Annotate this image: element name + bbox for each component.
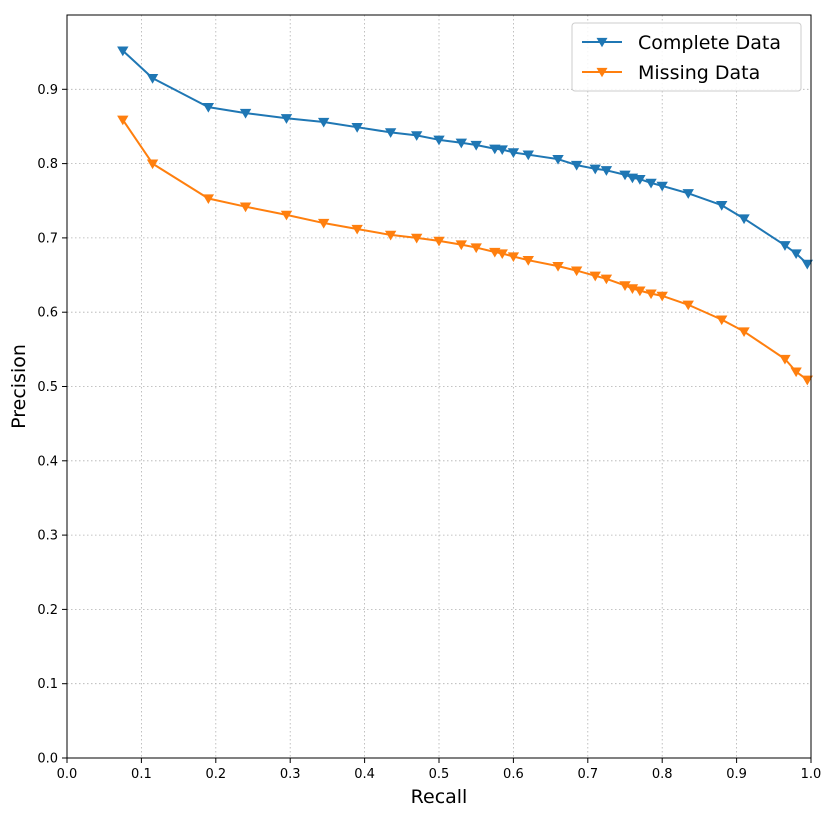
data-point [738, 214, 750, 225]
data-point [455, 240, 468, 251]
data-point [317, 218, 330, 229]
data-point [779, 241, 791, 251]
data-point [384, 230, 397, 241]
x-tick-label: 0.7 [577, 767, 598, 782]
series-0 [117, 46, 813, 270]
data-point [317, 117, 330, 128]
y-tick-label: 0.5 [37, 380, 58, 395]
series-1 [117, 115, 813, 386]
data-point [552, 154, 564, 165]
data-point [801, 259, 813, 270]
legend-label: Missing Data [638, 62, 760, 84]
legend-item: Missing Data [582, 62, 760, 84]
legend-label: Complete Data [638, 32, 781, 54]
data-point [384, 128, 397, 138]
data-point [496, 249, 508, 260]
data-point [280, 114, 293, 124]
data-point [790, 249, 802, 260]
grid-layer [66, 15, 812, 759]
x-tick-label: 0.3 [280, 767, 301, 782]
tick-layer: 0.0 0.1 0.2 0.3 0.4 0.5 0.6 0.7 0.8 0.9 1.0 0.0 0.1 0… [37, 83, 821, 782]
series-line [121, 119, 808, 381]
y-tick-label: 0.6 [37, 306, 58, 321]
legend: Complete Data Missing Data [571, 22, 802, 92]
data-point [489, 144, 501, 155]
x-axis-label: Recall [411, 786, 468, 808]
data-point [801, 375, 813, 386]
data-point [522, 150, 534, 161]
data-point [351, 123, 363, 133]
y-tick-label: 0.9 [37, 83, 58, 98]
legend-item: Complete Data [582, 32, 781, 54]
y-tick-label: 0.1 [37, 677, 58, 692]
data-point [239, 202, 252, 213]
data-point [656, 291, 668, 302]
data-point [522, 256, 534, 266]
data-point [117, 46, 129, 57]
data-point [507, 252, 520, 263]
data-point [645, 289, 657, 300]
data-point [589, 164, 601, 175]
data-point [280, 210, 293, 221]
data-point [455, 138, 468, 149]
x-tick-label: 0.1 [131, 767, 152, 782]
data-point [410, 131, 423, 141]
data-point [682, 300, 694, 311]
x-tick-label: 0.6 [503, 767, 524, 782]
data-point [470, 140, 482, 151]
data-point [202, 102, 215, 113]
data-point [146, 74, 159, 84]
data-point [634, 175, 646, 185]
y-tick-label: 0.3 [37, 529, 58, 544]
data-point [351, 224, 363, 235]
legend-box [571, 22, 802, 92]
data-point [470, 243, 482, 254]
data-point [570, 266, 583, 277]
data-point [779, 354, 791, 365]
y-tick-label: 0.0 [37, 752, 58, 767]
data-point [619, 170, 631, 181]
data-point [433, 236, 445, 247]
data-point [117, 115, 129, 126]
data-point [552, 261, 564, 272]
x-tick-label: 0.4 [354, 767, 375, 782]
series-layer [117, 46, 813, 386]
y-tick-label: 0.2 [37, 603, 58, 618]
data-point [433, 135, 445, 146]
data-point [600, 274, 613, 285]
legend-marker [596, 37, 608, 48]
data-point [619, 281, 631, 291]
data-point [682, 189, 694, 199]
data-point [600, 166, 613, 176]
x-tick-label: 0.2 [205, 767, 226, 782]
y-tick-label: 0.8 [37, 157, 58, 172]
x-tick-label: 1.0 [801, 767, 822, 782]
data-point [507, 148, 520, 158]
y-tick-label: 0.7 [37, 231, 58, 246]
x-tick-label: 0.9 [726, 767, 747, 782]
data-point [410, 233, 423, 244]
x-tick-label: 0.5 [429, 767, 450, 782]
data-point [645, 178, 657, 189]
data-point [589, 271, 601, 282]
data-point [146, 159, 159, 170]
data-point [570, 160, 583, 171]
data-point [738, 327, 750, 338]
data-point [716, 201, 728, 211]
data-point [202, 194, 215, 205]
data-point [716, 315, 728, 326]
data-point [656, 181, 668, 192]
data-point [634, 286, 646, 297]
x-tick-label: 0.8 [652, 767, 673, 782]
legend-marker [596, 67, 608, 78]
data-point [239, 108, 252, 119]
y-tick-label: 0.4 [37, 454, 58, 469]
data-point [496, 145, 508, 156]
x-tick-label: 0.0 [57, 767, 78, 782]
data-point [790, 367, 802, 378]
plot-frame [66, 14, 812, 759]
y-axis-label: Precision [8, 344, 30, 429]
